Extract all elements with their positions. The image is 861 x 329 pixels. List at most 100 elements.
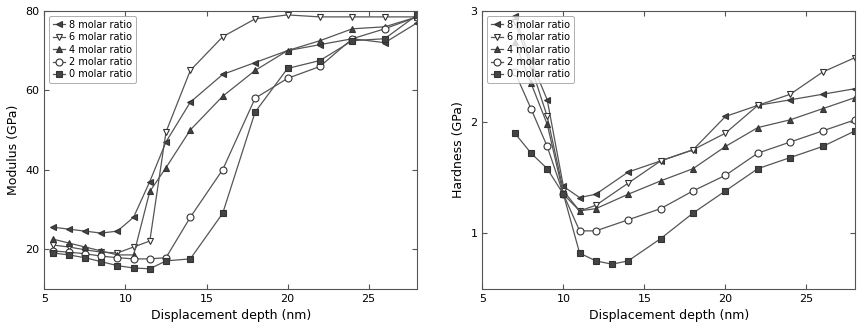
0 molar ratio [379, 37, 389, 41]
Line: 2 molar ratio: 2 molar ratio [511, 68, 858, 234]
8 molar ratio [558, 185, 568, 189]
6 molar ratio [654, 159, 665, 163]
0 molar ratio [720, 189, 730, 193]
6 molar ratio [80, 248, 90, 252]
6 molar ratio [623, 181, 633, 185]
Line: 6 molar ratio: 6 molar ratio [511, 18, 858, 215]
8 molar ratio [573, 195, 584, 199]
8 molar ratio [623, 170, 633, 174]
2 molar ratio [128, 257, 139, 261]
4 molar ratio [720, 144, 730, 148]
6 molar ratio [347, 15, 357, 19]
6 molar ratio [282, 13, 293, 17]
8 molar ratio [412, 21, 422, 25]
4 molar ratio [282, 49, 293, 53]
Y-axis label: Hardness (GPa): Hardness (GPa) [451, 101, 464, 198]
6 molar ratio [314, 15, 325, 19]
2 molar ratio [784, 140, 795, 144]
Line: 2 molar ratio: 2 molar ratio [49, 13, 420, 262]
2 molar ratio [64, 250, 74, 254]
0 molar ratio [128, 266, 139, 270]
8 molar ratio [816, 92, 827, 96]
4 molar ratio [379, 25, 389, 29]
2 molar ratio [752, 151, 762, 155]
6 molar ratio [64, 245, 74, 249]
4 molar ratio [96, 249, 106, 253]
2 molar ratio [314, 64, 325, 68]
2 molar ratio [80, 252, 90, 256]
0 molar ratio [573, 251, 584, 255]
0 molar ratio [64, 253, 74, 257]
4 molar ratio [161, 166, 171, 170]
6 molar ratio [590, 203, 600, 207]
6 molar ratio [525, 64, 536, 68]
8 molar ratio [509, 14, 519, 18]
0 molar ratio [509, 131, 519, 135]
4 molar ratio [412, 15, 422, 19]
0 molar ratio [250, 110, 260, 114]
Legend: 8 molar ratio, 6 molar ratio, 4 molar ratio, 2 molar ratio, 0 molar ratio: 8 molar ratio, 6 molar ratio, 4 molar ra… [486, 16, 573, 83]
6 molar ratio [558, 189, 568, 193]
X-axis label: Displacement depth (nm): Displacement depth (nm) [151, 309, 311, 322]
0 molar ratio [347, 39, 357, 43]
8 molar ratio [784, 98, 795, 102]
8 molar ratio [720, 114, 730, 118]
2 molar ratio [282, 76, 293, 80]
8 molar ratio [654, 159, 665, 163]
2 molar ratio [623, 218, 633, 222]
Legend: 8 molar ratio, 6 molar ratio, 4 molar ratio, 2 molar ratio, 0 molar ratio: 8 molar ratio, 6 molar ratio, 4 molar ra… [49, 16, 136, 83]
6 molar ratio [542, 114, 552, 118]
6 molar ratio [573, 209, 584, 213]
0 molar ratio [282, 66, 293, 70]
4 molar ratio [525, 81, 536, 85]
0 molar ratio [849, 129, 859, 133]
6 molar ratio [145, 239, 155, 243]
6 molar ratio [509, 20, 519, 24]
8 molar ratio [282, 49, 293, 53]
2 molar ratio [112, 256, 122, 260]
0 molar ratio [606, 262, 616, 266]
0 molar ratio [542, 167, 552, 171]
8 molar ratio [112, 229, 122, 233]
8 molar ratio [590, 192, 600, 196]
4 molar ratio [573, 209, 584, 213]
4 molar ratio [128, 253, 139, 257]
8 molar ratio [379, 41, 389, 45]
2 molar ratio [96, 254, 106, 258]
8 molar ratio [128, 215, 139, 219]
8 molar ratio [314, 43, 325, 47]
0 molar ratio [185, 257, 195, 261]
8 molar ratio [752, 103, 762, 107]
Line: 0 molar ratio: 0 molar ratio [49, 12, 420, 272]
4 molar ratio [185, 128, 195, 132]
6 molar ratio [752, 103, 762, 107]
0 molar ratio [623, 259, 633, 263]
2 molar ratio [379, 27, 389, 31]
0 molar ratio [525, 151, 536, 155]
0 molar ratio [687, 211, 697, 215]
2 molar ratio [217, 168, 227, 172]
0 molar ratio [96, 260, 106, 264]
0 molar ratio [412, 13, 422, 17]
4 molar ratio [250, 68, 260, 72]
0 molar ratio [752, 167, 762, 171]
2 molar ratio [542, 144, 552, 148]
2 molar ratio [849, 118, 859, 122]
0 molar ratio [654, 237, 665, 240]
4 molar ratio [849, 96, 859, 100]
4 molar ratio [509, 40, 519, 44]
0 molar ratio [80, 256, 90, 260]
6 molar ratio [185, 68, 195, 72]
2 molar ratio [250, 96, 260, 100]
4 molar ratio [80, 245, 90, 249]
8 molar ratio [525, 59, 536, 63]
2 molar ratio [816, 129, 827, 133]
2 molar ratio [509, 70, 519, 74]
4 molar ratio [687, 167, 697, 171]
2 molar ratio [347, 37, 357, 41]
6 molar ratio [720, 131, 730, 135]
0 molar ratio [112, 264, 122, 267]
8 molar ratio [161, 140, 171, 144]
8 molar ratio [217, 72, 227, 76]
4 molar ratio [217, 94, 227, 98]
